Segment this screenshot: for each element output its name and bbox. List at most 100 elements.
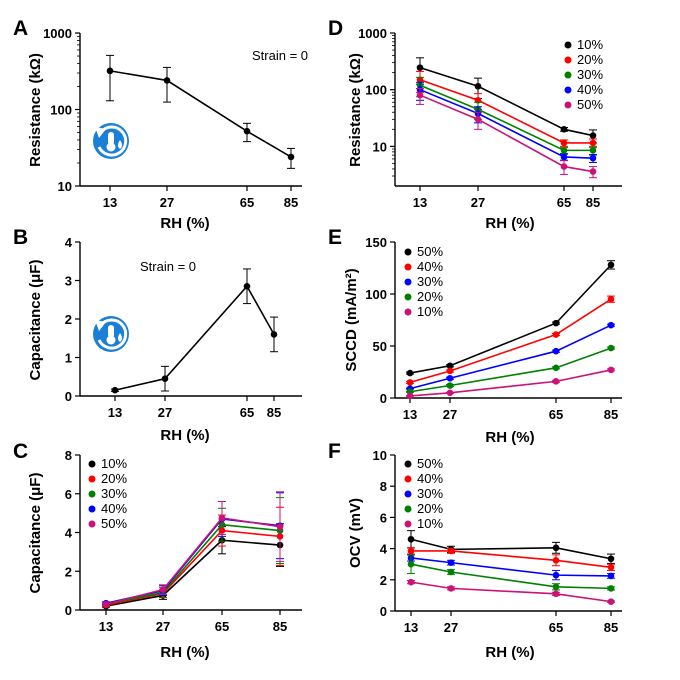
legend-marker	[564, 56, 572, 64]
y-tick-label: 1000	[43, 26, 72, 41]
data-point	[447, 568, 455, 576]
data-point	[407, 578, 415, 586]
y-axis-label: Capacitance (μF)	[27, 473, 44, 594]
series-50pct	[406, 260, 615, 377]
x-tick-label: 85	[604, 407, 618, 422]
series-20pct	[407, 554, 615, 592]
series-30pct	[406, 321, 615, 392]
thermometer-stem	[108, 132, 114, 145]
y-axis-label: Capacitance (μF)	[27, 260, 44, 381]
x-tick-label: 85	[267, 405, 281, 420]
legend-entry: 40%	[101, 501, 127, 516]
data-point	[446, 389, 454, 397]
legend-marker	[404, 490, 412, 498]
x-tick-label: 13	[99, 619, 113, 634]
x-tick-label: 65	[557, 195, 571, 210]
data-point	[111, 386, 119, 394]
x-tick-label: 13	[108, 405, 122, 420]
x-axis-label: RH (%)	[485, 429, 534, 446]
x-axis-label: RH (%)	[160, 644, 209, 661]
data-point	[106, 67, 114, 75]
series-10pct	[102, 523, 284, 610]
panel-letter: B	[13, 226, 28, 249]
legend-marker	[404, 308, 412, 316]
data-point	[159, 586, 167, 593]
data-point	[552, 364, 560, 372]
legend-entry: 30%	[417, 486, 443, 501]
legend-marker	[404, 460, 412, 468]
legend-entry: 30%	[417, 274, 443, 289]
legend-marker	[88, 520, 96, 528]
panel-c: 0 2 4 6 8 13 27 65 85 RH (%) Capacitance (μF) C 10%2…	[13, 440, 302, 661]
data-point	[447, 585, 455, 592]
series-line	[409, 324, 612, 390]
legend-entry: 40%	[417, 259, 443, 274]
y-tick-label: 2	[380, 573, 387, 588]
data-point	[607, 366, 615, 374]
series-line	[410, 581, 612, 603]
y-tick-label: 2	[65, 312, 72, 327]
legend-marker	[404, 505, 412, 513]
y-tick-label: 10	[58, 179, 72, 194]
legend: 50%40%30%20%10%	[404, 456, 443, 531]
data-point	[446, 382, 454, 389]
legend-entry: 20%	[417, 501, 443, 516]
series-line	[105, 539, 281, 607]
x-tick-label: 13	[413, 195, 427, 210]
data-point	[589, 147, 597, 154]
data-point	[607, 585, 615, 592]
legend-marker	[564, 71, 572, 79]
panel-letter: E	[328, 226, 342, 249]
y-tick-label: 100	[365, 83, 387, 98]
legend-marker	[404, 520, 412, 528]
thermometer-bulb	[106, 335, 116, 345]
water-drop	[118, 140, 122, 149]
data-point	[243, 282, 251, 290]
data-point	[552, 378, 560, 385]
panel-letter: F	[328, 440, 341, 463]
series-50pct	[102, 491, 284, 608]
data-point	[161, 375, 169, 382]
y-tick-label: 2	[65, 564, 72, 579]
data-point	[416, 64, 424, 71]
y-tick-label: 0	[380, 604, 387, 619]
data-point	[270, 331, 278, 338]
series-line	[411, 550, 612, 569]
series-line	[409, 264, 612, 374]
x-axis-label: RH (%)	[485, 644, 534, 661]
x-tick-label: 85	[586, 195, 600, 210]
series-10pct	[406, 366, 615, 400]
legend-marker	[564, 41, 572, 49]
legend-entry: 40%	[417, 471, 443, 486]
data-point	[407, 547, 415, 555]
x-tick-label: 27	[156, 619, 170, 634]
x-tick-label: 85	[604, 620, 618, 635]
y-tick-label: 1000	[358, 26, 387, 41]
series-line	[410, 538, 612, 560]
data-point	[406, 369, 414, 377]
legend-entry: 40%	[577, 82, 603, 97]
data-point	[607, 295, 615, 303]
legend-entry: 20%	[577, 52, 603, 67]
refresh-arrow	[97, 125, 128, 157]
thermometer-bulb	[106, 142, 116, 152]
series-40pct	[102, 492, 284, 607]
data-point	[102, 600, 110, 608]
legend-entry: 10%	[101, 456, 127, 471]
x-tick-label: 65	[240, 405, 254, 420]
x-tick-label: 13	[403, 407, 417, 422]
legend-entry: 30%	[577, 67, 603, 82]
data-point	[276, 523, 284, 530]
data-point	[589, 132, 597, 139]
x-tick-label: 65	[549, 620, 563, 635]
series-line	[105, 517, 281, 605]
data-point	[607, 572, 615, 580]
refresh-arrow	[97, 318, 128, 350]
y-axis-label: OCV (mV)	[347, 498, 364, 568]
y-tick-label: 4	[65, 235, 73, 250]
data-point	[607, 564, 615, 571]
series-line	[419, 84, 593, 152]
panel-letter: C	[13, 440, 28, 463]
strain-annotation: Strain = 0	[252, 48, 308, 63]
panel-letter: D	[328, 17, 343, 40]
